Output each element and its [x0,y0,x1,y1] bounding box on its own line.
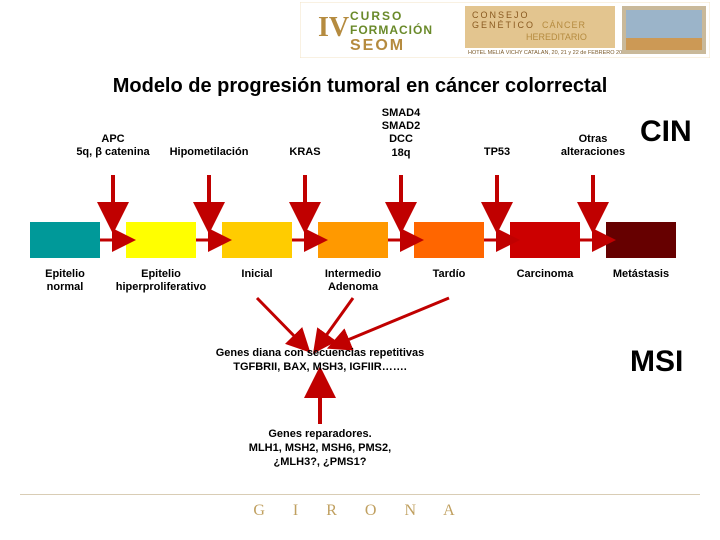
stage-label: Tardío [396,268,502,281]
stage-label: Inicial [204,268,310,281]
stage-label: Metástasis [588,268,694,281]
stage-label: IntermedioAdenoma [300,268,406,294]
msi-targets-line1: Genes diana con secuencias repetitivas [216,347,424,359]
footer-girona: G I R O N A [0,502,720,520]
mmr-genes-caption: Genes reparadores. MLH1, MSH2, MSH6, PMS… [220,428,420,469]
msi-targets-caption: Genes diana con secuencias repetitivas T… [190,347,450,375]
footer-sep [20,494,700,495]
mmr-line3: ¿MLH3?, ¿PMS1? [274,456,367,468]
pathway-label-msi: MSI [630,345,683,379]
stage-label: Epitelionormal [12,268,118,294]
mmr-line2: MLH1, MSH2, MSH6, PMS2, [249,442,391,454]
stage-label: Carcinoma [492,268,598,281]
msi-targets-line2: TGFBRII, BAX, MSH3, IGFIIR……. [233,361,407,373]
mmr-line1: Genes reparadores. [268,428,371,440]
stage-label: Epiteliohiperproliferativo [108,268,214,294]
